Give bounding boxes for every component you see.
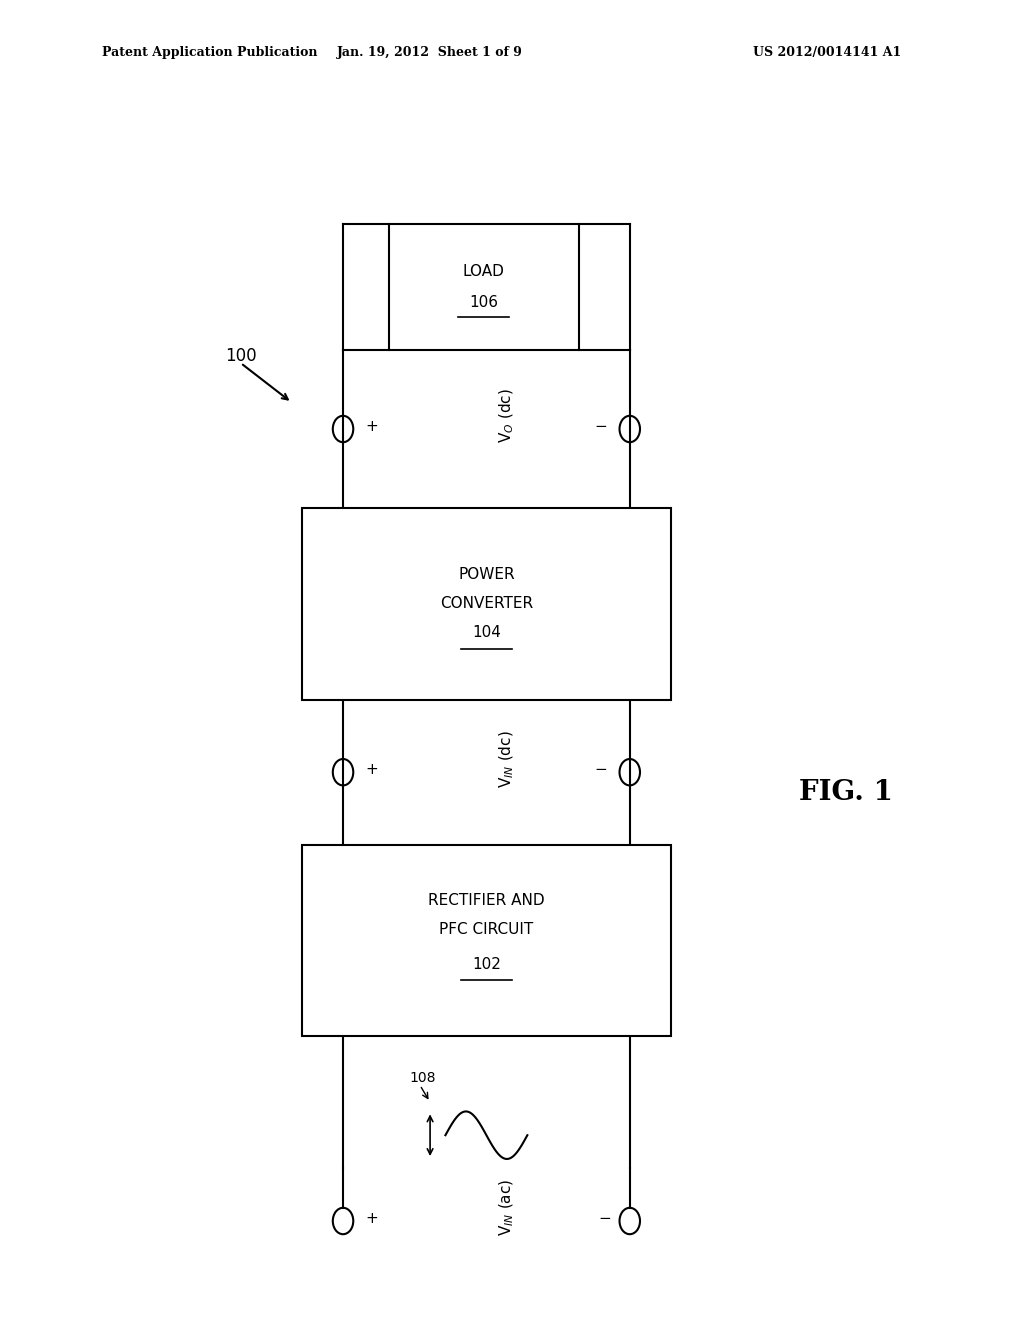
Text: 102: 102 xyxy=(472,957,501,972)
Text: US 2012/0014141 A1: US 2012/0014141 A1 xyxy=(753,46,901,59)
Text: 106: 106 xyxy=(469,296,499,310)
Text: 104: 104 xyxy=(472,626,501,640)
Text: −: − xyxy=(595,762,607,777)
Text: LOAD: LOAD xyxy=(463,264,505,279)
Text: 108: 108 xyxy=(410,1071,436,1085)
Text: V$_{IN}$ (ac): V$_{IN}$ (ac) xyxy=(498,1179,516,1237)
Text: Jan. 19, 2012  Sheet 1 of 9: Jan. 19, 2012 Sheet 1 of 9 xyxy=(337,46,523,59)
Text: −: − xyxy=(595,418,607,434)
Text: CONVERTER: CONVERTER xyxy=(440,597,532,611)
Text: PFC CIRCUIT: PFC CIRCUIT xyxy=(439,923,534,937)
Text: V$_{IN}$ (dc): V$_{IN}$ (dc) xyxy=(498,730,516,788)
Text: V$_O$ (dc): V$_O$ (dc) xyxy=(498,388,516,444)
Text: +: + xyxy=(366,1210,378,1226)
Text: −: − xyxy=(599,1210,611,1226)
Text: RECTIFIER AND: RECTIFIER AND xyxy=(428,894,545,908)
Text: +: + xyxy=(366,762,378,777)
FancyBboxPatch shape xyxy=(389,224,579,350)
Text: Patent Application Publication: Patent Application Publication xyxy=(102,46,317,59)
FancyBboxPatch shape xyxy=(302,508,671,700)
FancyBboxPatch shape xyxy=(302,845,671,1036)
Text: FIG. 1: FIG. 1 xyxy=(799,779,893,805)
Text: POWER: POWER xyxy=(458,568,515,582)
Text: 100: 100 xyxy=(225,347,257,366)
Text: +: + xyxy=(366,418,378,434)
